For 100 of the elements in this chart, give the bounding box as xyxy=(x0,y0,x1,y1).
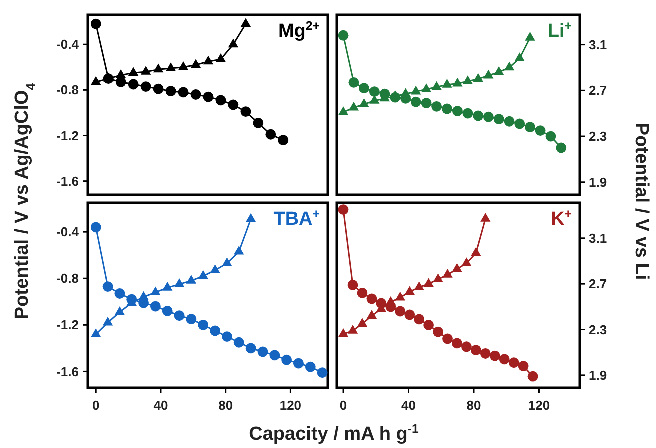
point xyxy=(514,118,526,130)
point xyxy=(357,288,368,298)
point xyxy=(480,213,491,222)
x-tick-label: 40 xyxy=(402,398,416,413)
y-tick-label: 2.3 xyxy=(589,129,608,144)
x-axis-title: Capacity / mA h g$^{-1}$ xyxy=(249,422,419,445)
point xyxy=(414,282,424,290)
point xyxy=(483,112,494,122)
point xyxy=(153,64,164,73)
point xyxy=(490,350,500,362)
point xyxy=(386,296,396,306)
point xyxy=(138,291,149,300)
point xyxy=(499,354,510,365)
point xyxy=(228,100,239,110)
point xyxy=(471,247,482,256)
point xyxy=(162,282,173,291)
point xyxy=(452,106,463,116)
point xyxy=(91,328,102,338)
x-tick-label: 120 xyxy=(280,398,302,413)
point xyxy=(174,278,185,288)
point xyxy=(546,131,556,142)
point xyxy=(228,38,239,48)
point xyxy=(556,142,567,154)
point xyxy=(348,280,358,290)
point xyxy=(240,18,252,28)
point xyxy=(390,90,400,100)
y-tick-label: -1.2 xyxy=(56,128,79,144)
point xyxy=(270,350,280,361)
point xyxy=(494,66,504,76)
point xyxy=(102,282,114,292)
x-tick-label: 40 xyxy=(154,398,168,413)
point xyxy=(234,337,244,348)
point xyxy=(128,79,139,90)
point xyxy=(400,88,411,98)
point xyxy=(404,286,415,296)
point xyxy=(357,318,368,327)
point xyxy=(462,342,472,352)
point xyxy=(462,108,474,119)
y-tick-label: -0.8 xyxy=(56,271,79,286)
point xyxy=(216,54,226,62)
point xyxy=(424,278,434,288)
point xyxy=(234,246,244,255)
point xyxy=(338,328,349,338)
point xyxy=(480,348,491,359)
point xyxy=(462,76,474,84)
point xyxy=(178,62,189,70)
point xyxy=(294,358,304,369)
point xyxy=(514,52,525,62)
y-tick-label: 1.9 xyxy=(589,368,608,383)
point xyxy=(535,126,546,136)
point xyxy=(166,62,176,72)
y-tick-label: 2.3 xyxy=(589,322,608,338)
point xyxy=(114,306,126,316)
point xyxy=(470,345,482,356)
point xyxy=(240,106,252,118)
point xyxy=(504,62,515,71)
point xyxy=(508,358,520,368)
point xyxy=(359,98,370,108)
point xyxy=(114,288,126,299)
point xyxy=(278,135,289,146)
point xyxy=(404,310,416,320)
point xyxy=(282,354,292,366)
point xyxy=(433,274,444,282)
point xyxy=(528,371,538,382)
point xyxy=(128,67,139,76)
point xyxy=(366,294,378,304)
x-tick-label: 80 xyxy=(218,398,234,413)
point xyxy=(210,326,220,336)
point xyxy=(395,306,406,317)
point xyxy=(190,59,202,68)
point xyxy=(222,332,232,342)
point xyxy=(246,213,256,222)
point xyxy=(140,66,152,75)
chart-title: K$^{+}$ xyxy=(551,207,572,230)
point xyxy=(410,96,422,108)
y-tick-label: 3.1 xyxy=(589,37,608,52)
point xyxy=(190,90,202,100)
point xyxy=(253,118,264,128)
point xyxy=(348,102,360,111)
point xyxy=(442,79,452,88)
y-tick-label: -1.6 xyxy=(56,364,79,380)
point xyxy=(421,98,432,108)
point xyxy=(452,263,462,272)
point xyxy=(442,104,452,114)
point xyxy=(198,320,209,330)
point xyxy=(414,314,425,325)
y-tick-label: 2.7 xyxy=(589,276,608,292)
point xyxy=(370,95,380,104)
point xyxy=(518,361,529,372)
chart-title: TBA$^{+}$ xyxy=(274,207,320,230)
point xyxy=(203,92,214,102)
y-tick-label: 3.1 xyxy=(589,230,608,246)
y-tick-label: 1.9 xyxy=(589,174,608,190)
point xyxy=(473,110,484,122)
y-axis-title: Potential / V vs Li xyxy=(631,122,652,280)
point xyxy=(411,86,422,95)
point xyxy=(116,77,126,88)
point xyxy=(166,86,176,97)
x-tick-label: 0 xyxy=(340,398,348,413)
point xyxy=(140,82,152,92)
